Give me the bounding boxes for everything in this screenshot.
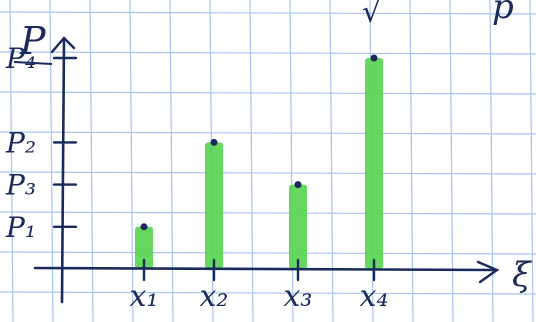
y-tick-label-4: P₄ (5, 42, 36, 75)
bar-1 (135, 226, 153, 269)
grid-line-vertical (9, 0, 14, 322)
grid-line-horizontal (0, 131, 536, 135)
bar-top-point-1 (140, 223, 148, 231)
x-axis-arrow (476, 260, 500, 284)
bar-top-point-4 (370, 54, 378, 62)
bar-3 (289, 184, 307, 269)
x-tick-label-4: x₄ (360, 279, 389, 314)
bars (135, 54, 383, 269)
x-axis (33, 266, 498, 272)
grid-line-horizontal (0, 251, 536, 255)
grid-line-horizontal (0, 211, 536, 215)
y-axis-label-underline (13, 61, 53, 65)
grid-line-horizontal (0, 291, 536, 295)
x-tick-label-3: x₃ (284, 279, 313, 314)
grid-line-horizontal (0, 91, 536, 95)
top-right-fragment: p (492, 0, 514, 27)
axes (33, 36, 500, 304)
grid-line-horizontal (0, 11, 536, 15)
bar-top-point-2 (210, 138, 218, 146)
x-ticks: x₁ x₂ x₃ x₄ (130, 258, 389, 314)
bar-4 (365, 58, 383, 269)
y-axis-label: P (19, 19, 47, 63)
y-tick-label-2: P₃ (5, 169, 36, 202)
right-edge-fragment: ξ (512, 255, 533, 295)
top-center-fragment: √ (362, 0, 382, 30)
grid-line-horizontal (0, 51, 536, 55)
y-axis (60, 38, 66, 304)
y-ticks: P₁ P₃ P₂ P₄ (5, 42, 78, 244)
y-axis-arrow (50, 36, 76, 54)
x-tick-label-1: x₁ (130, 279, 159, 314)
bar-top-point-3 (294, 181, 302, 189)
grid-line-horizontal (0, 171, 536, 175)
bar-2 (205, 142, 223, 269)
x-tick-label-2: x₂ (200, 279, 229, 314)
y-tick-label-1: P₁ (5, 211, 36, 244)
y-tick-label-3: P₂ (5, 126, 36, 159)
